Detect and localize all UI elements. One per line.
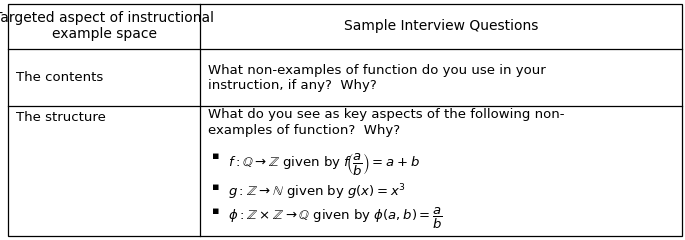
Text: ▪: ▪	[212, 182, 219, 192]
Text: Sample Interview Questions: Sample Interview Questions	[344, 19, 538, 33]
Text: Targeted aspect of instructional
example space: Targeted aspect of instructional example…	[0, 11, 214, 41]
Text: $p:(0,\infty) \to \mathbb{R}$ given by $p(x) = \pm\!\sqrt{x}$: $p:(0,\infty) \to \mathbb{R}$ given by $…	[227, 239, 451, 240]
Text: The structure: The structure	[16, 111, 106, 124]
Text: The contents: The contents	[16, 71, 103, 84]
Text: $\phi:\mathbb{Z} \times \mathbb{Z} \to \mathbb{Q}$ given by $\phi(a,b) = \dfrac{: $\phi:\mathbb{Z} \times \mathbb{Z} \to \…	[227, 205, 443, 231]
Text: ▪: ▪	[212, 151, 219, 161]
Text: $g:\mathbb{Z} \to \mathbb{N}$ given by $g(x) = x^3$: $g:\mathbb{Z} \to \mathbb{N}$ given by $…	[227, 182, 406, 202]
Text: What non-examples of function do you use in your
instruction, if any?  Why?: What non-examples of function do you use…	[208, 64, 546, 91]
Text: ▪: ▪	[212, 205, 219, 216]
Text: What do you see as key aspects of the following non-
examples of function?  Why?: What do you see as key aspects of the fo…	[208, 108, 565, 137]
Text: ▪: ▪	[212, 239, 219, 240]
Text: $f:\mathbb{Q} \to \mathbb{Z}$ given by $f\!\left(\dfrac{a}{b}\right) = a + b$: $f:\mathbb{Q} \to \mathbb{Z}$ given by $…	[227, 151, 419, 177]
